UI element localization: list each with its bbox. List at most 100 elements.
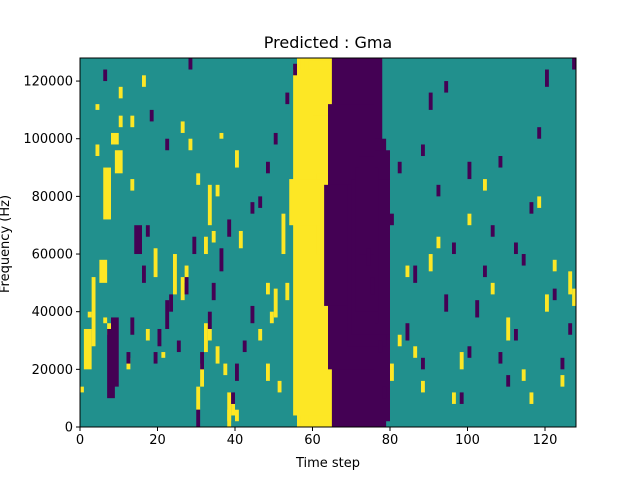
x-tick-label: 100 xyxy=(455,433,480,448)
heatmap-cell-high xyxy=(227,409,232,422)
heatmap-cell-low xyxy=(545,69,549,87)
heatmap-cell-high xyxy=(266,282,270,295)
heatmap-cell-high xyxy=(95,104,100,110)
heatmap-cell-high xyxy=(99,259,108,283)
heatmap-cell-low xyxy=(231,392,236,404)
heatmap-cell-low xyxy=(475,300,480,318)
heatmap-cell-high xyxy=(153,248,158,278)
heatmap-cell-low xyxy=(390,213,394,226)
heatmap-cell-low xyxy=(169,294,174,312)
heatmap-cell-low xyxy=(359,156,375,255)
heatmap-cell-high xyxy=(145,328,150,341)
plot-frame xyxy=(79,57,577,428)
heatmap-cell-high xyxy=(118,86,123,99)
heatmap-cell-high xyxy=(235,150,239,168)
heatmap-cell-high xyxy=(568,271,573,295)
heatmap-cell-high xyxy=(196,386,201,410)
heatmap-cell-high xyxy=(207,184,212,226)
heatmap-cell-high xyxy=(459,352,464,370)
heatmap-cell-high xyxy=(436,236,441,249)
heatmap-cell-low xyxy=(413,265,418,283)
heatmap-cell-high xyxy=(80,386,84,393)
heatmap-cell-low xyxy=(514,242,518,255)
x-tick-label: 0 xyxy=(76,433,84,448)
heatmap-cell-high xyxy=(506,317,511,341)
x-tick-label: 60 xyxy=(304,433,321,448)
heatmap-cell-high xyxy=(184,265,189,283)
heatmap-cell-high xyxy=(111,132,119,145)
heatmap-cell-low xyxy=(378,340,383,353)
heatmap-cell-high xyxy=(215,346,220,364)
heatmap-cell-high xyxy=(219,132,224,139)
heatmap-cell-low xyxy=(293,63,298,76)
heatmap-cell-high xyxy=(200,363,205,387)
heatmap-cell-low xyxy=(560,357,565,370)
heatmap-cell-low xyxy=(483,265,487,278)
y-axis-label: Frequency (Hz) xyxy=(0,195,13,293)
heatmap-cell-high xyxy=(572,288,577,306)
heatmap-cell-low xyxy=(235,363,239,381)
heatmap-cell-low xyxy=(130,317,135,335)
heatmap-cell-low xyxy=(103,69,108,82)
heatmap-cell-high xyxy=(173,254,177,295)
heatmap-cell-high xyxy=(231,403,236,416)
heatmap-cell-high xyxy=(188,138,193,151)
heatmap-cell-high xyxy=(266,363,270,381)
heatmap-cell-high xyxy=(285,282,290,301)
heatmap-cell-high xyxy=(490,282,495,295)
heatmap-cell-low xyxy=(176,340,181,353)
heatmap-cell-low xyxy=(207,311,212,329)
heatmap-cell-low xyxy=(250,202,255,214)
heatmap-low-cells xyxy=(103,58,577,427)
heatmap-cell-high xyxy=(118,115,123,128)
heatmap-cell-high xyxy=(207,328,212,341)
x-axis-label: Time step xyxy=(295,456,360,471)
heatmap-cell-low xyxy=(157,328,162,347)
plot-area xyxy=(79,57,577,428)
heatmap-cell-low xyxy=(227,219,232,237)
x-axis-ticks: 0 20 40 60 80 100 120 xyxy=(76,427,557,448)
heatmap-cell-low xyxy=(467,161,472,180)
heatmap-cell-high xyxy=(87,311,92,318)
heatmap-cell-high xyxy=(552,259,557,272)
y-tick-label: 100000 xyxy=(23,132,73,147)
heatmap-cell-low xyxy=(285,92,290,105)
heatmap-cell-low xyxy=(242,340,247,353)
chart-title: Predicted : Gma xyxy=(264,33,392,52)
heatmap-cell-low xyxy=(134,225,142,255)
heatmap-cell-low xyxy=(374,311,379,324)
heatmap-cell-high xyxy=(130,115,135,128)
y-tick-label: 120000 xyxy=(23,75,73,90)
heatmap-cell-high xyxy=(277,380,282,393)
heatmap-cell-low xyxy=(568,323,573,335)
heatmap-cell-low xyxy=(490,225,495,237)
y-tick-label: 80000 xyxy=(32,190,73,205)
heatmap-cell-high xyxy=(211,230,216,243)
heatmap-cell-low xyxy=(467,346,472,358)
y-tick-label: 60000 xyxy=(32,248,73,263)
heatmap-cell-low xyxy=(421,144,425,157)
heatmap-cell-high xyxy=(390,363,394,381)
x-tick-label: 80 xyxy=(382,433,399,448)
heatmap-cell-low xyxy=(506,375,511,387)
heatmap-cell-high xyxy=(238,230,243,249)
heatmap-cell-low xyxy=(552,288,557,301)
heatmap-cell-high xyxy=(405,265,410,278)
heatmap-cell-high xyxy=(180,121,185,133)
heatmap-cell-high xyxy=(560,375,565,387)
heatmap-cell-low xyxy=(192,236,197,255)
y-tick-label: 0 xyxy=(65,421,73,436)
heatmap-cell-high xyxy=(103,317,108,324)
heatmap-cell-high xyxy=(142,75,146,87)
x-tick-label: 20 xyxy=(149,433,166,448)
heatmap-cell-low xyxy=(382,386,387,399)
heatmap-cell-high xyxy=(545,294,549,312)
heatmap-cell-low xyxy=(444,81,449,93)
heatmap-cell-low xyxy=(200,352,205,370)
heatmap-cell-high xyxy=(397,334,402,347)
heatmap-cell-low xyxy=(165,300,170,329)
heatmap-cell-high xyxy=(204,323,208,353)
heatmap-cell-high xyxy=(413,346,418,358)
heatmap-cell-high xyxy=(83,328,92,370)
